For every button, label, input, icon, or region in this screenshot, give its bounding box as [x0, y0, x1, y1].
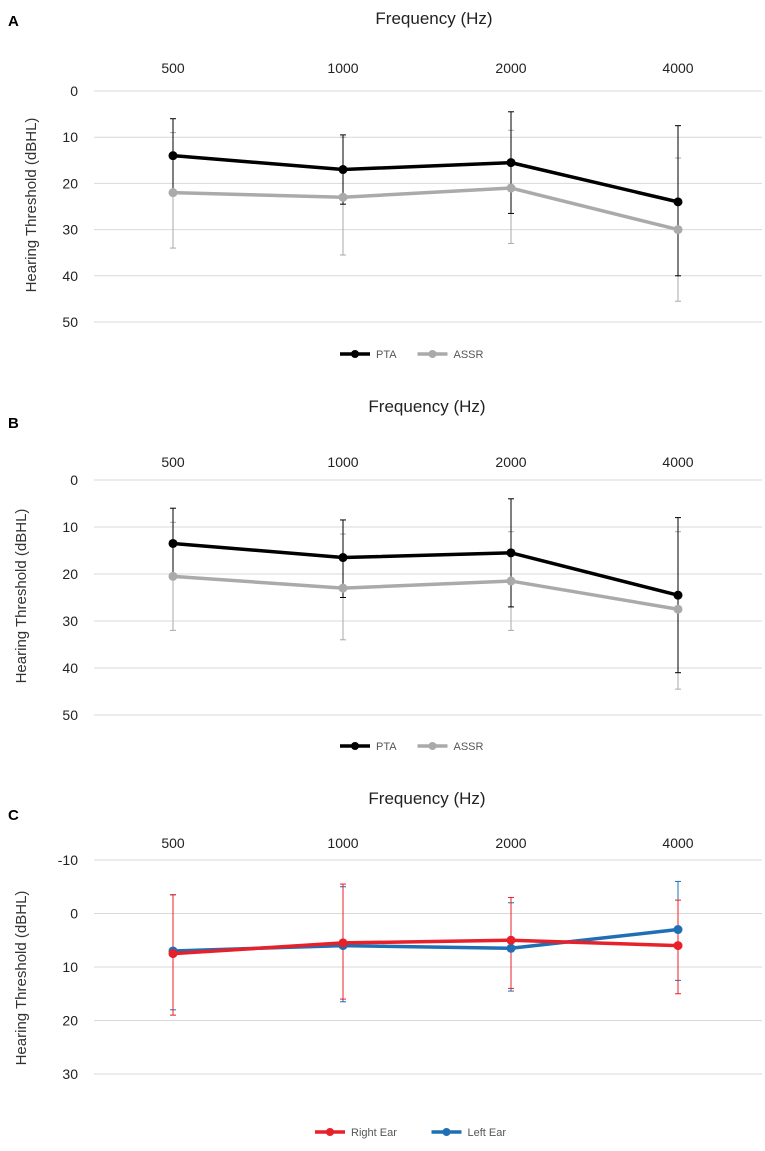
x-tick-label: 2000: [495, 60, 526, 76]
x-tick-label: 2000: [495, 835, 526, 851]
series-line-pta: [172, 153, 679, 204]
y-tick-label: 10: [62, 959, 78, 975]
x-tick-label: 4000: [662, 454, 693, 470]
y-tick-label: 50: [62, 707, 78, 723]
legend-label: PTA: [376, 741, 397, 753]
y-axis-label: Hearing Threshold (dBHL): [13, 509, 30, 684]
y-tick-label: 0: [70, 83, 78, 99]
x-tick-label: 4000: [662, 835, 693, 851]
legend-marker: [351, 742, 359, 750]
panel-letter: B: [8, 415, 19, 432]
data-point: [673, 925, 683, 935]
x-tick-label: 1000: [327, 835, 358, 851]
data-point: [673, 225, 683, 235]
legend-marker: [428, 742, 437, 750]
y-tick-label: 0: [70, 472, 78, 488]
chart-panel-a: A Frequency (Hz) Hearing Threshold (dBHL…: [8, 9, 762, 361]
data-point: [673, 941, 683, 951]
y-tick-label: 30: [62, 222, 78, 238]
y-tick-label: 0: [70, 906, 78, 922]
chart-title: Frequency (Hz): [375, 9, 492, 28]
legend-label: ASSR: [454, 741, 484, 753]
y-tick-label: 40: [62, 268, 78, 284]
series-line-assr: [172, 186, 679, 232]
y-axis-label: Hearing Threshold (dBHL): [13, 891, 30, 1066]
legend-marker: [351, 350, 359, 358]
data-point: [506, 576, 516, 586]
legend-label: PTA: [376, 349, 397, 361]
data-point: [338, 165, 348, 175]
y-tick-label: 30: [62, 613, 78, 629]
x-tick-label: 1000: [327, 454, 358, 470]
y-tick-label: 30: [62, 1066, 78, 1082]
series-line-right-ear: [172, 938, 679, 956]
x-tick-label: 500: [161, 835, 185, 851]
data-point: [506, 158, 516, 168]
legend-label: Left Ear: [468, 1127, 507, 1139]
data-point: [673, 604, 683, 614]
legend-label: Right Ear: [351, 1127, 397, 1139]
legend-marker: [428, 350, 437, 358]
chart-panel-b: B Frequency (Hz) Hearing Threshold (dBHL…: [8, 397, 762, 753]
y-tick-label: 10: [62, 519, 78, 535]
data-point: [673, 590, 683, 600]
data-point: [168, 538, 178, 548]
x-tick-label: 2000: [495, 454, 526, 470]
legend-marker: [326, 1128, 334, 1136]
data-point: [506, 943, 516, 953]
x-tick-label: 1000: [327, 60, 358, 76]
legend-marker: [442, 1128, 451, 1136]
y-tick-label: 40: [62, 660, 78, 676]
data-point: [338, 938, 348, 948]
y-tick-label: -10: [58, 852, 78, 868]
legend-label: ASSR: [454, 349, 484, 361]
data-point: [506, 548, 516, 558]
y-tick-label: 20: [62, 566, 78, 582]
chart-panel-c: C Frequency (Hz) Hearing Threshold (dBHL…: [8, 789, 762, 1139]
x-tick-label: 500: [161, 454, 185, 470]
data-point: [338, 192, 348, 202]
y-tick-label: 50: [62, 314, 78, 330]
y-tick-label: 10: [62, 129, 78, 145]
data-point: [673, 197, 683, 207]
y-tick-label: 20: [62, 1013, 78, 1029]
data-point: [506, 935, 516, 945]
y-axis-label: Hearing Threshold (dBHL): [23, 118, 40, 293]
data-point: [506, 183, 516, 193]
data-point: [338, 553, 348, 563]
panel-letter: C: [8, 807, 19, 824]
chart-title: Frequency (Hz): [368, 397, 485, 416]
chart-title: Frequency (Hz): [368, 789, 485, 808]
data-point: [168, 571, 178, 581]
data-point: [338, 583, 348, 593]
panel-letter: A: [8, 13, 19, 30]
data-point: [168, 151, 178, 161]
series-line-pta: [172, 541, 679, 597]
x-tick-label: 4000: [662, 60, 693, 76]
data-point: [168, 949, 178, 959]
x-tick-label: 500: [161, 60, 185, 76]
series-line-assr: [172, 574, 679, 611]
data-point: [168, 188, 178, 198]
y-tick-label: 20: [62, 175, 78, 191]
